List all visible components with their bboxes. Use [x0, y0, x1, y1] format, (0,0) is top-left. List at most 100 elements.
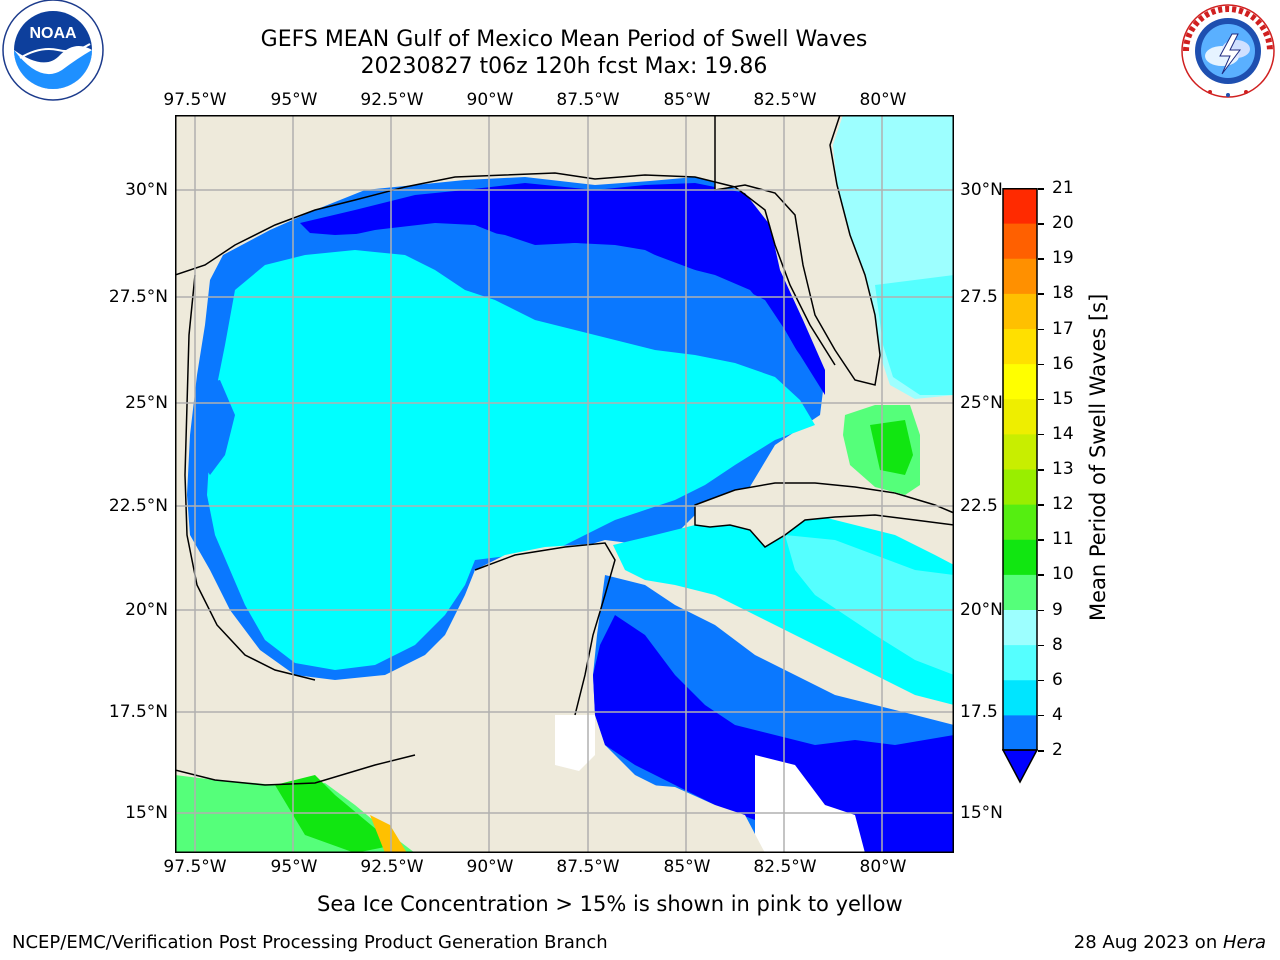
caribbean-period-2-4	[593, 615, 954, 853]
colorbar-tick-mark	[1038, 750, 1044, 752]
x-tick-bottom: 85°W	[663, 857, 711, 877]
pacific-period-16-17	[370, 815, 407, 853]
colorbar-extend-arrow	[1001, 749, 1039, 784]
colorbar-segment	[1003, 469, 1037, 505]
colorbar-segment	[1003, 363, 1037, 400]
colorbar	[1001, 188, 1039, 784]
nodata-gap	[555, 715, 595, 775]
x-tick-top: 97.5°W	[163, 90, 227, 110]
y-tick-left: 30°N	[125, 180, 168, 200]
colorbar-segment	[1003, 188, 1037, 224]
colorbar-tick-mark	[1038, 293, 1044, 295]
map-subtitle: 20230827 t06z 120h fcst Max: 19.86	[360, 54, 768, 79]
colorbar-segment	[1003, 609, 1037, 646]
colorbar-tick-mark	[1038, 504, 1044, 506]
colorbar-tick-label: 12	[1052, 494, 1074, 515]
y-tick-left: 17.5°N	[108, 702, 168, 722]
colorbar-tick-label: 16	[1052, 353, 1074, 374]
caribbean-period-8-9	[785, 535, 954, 675]
colorbar-tick-label: 19	[1052, 248, 1074, 269]
y-tick-right: 17.5	[960, 702, 998, 722]
colorbar-tick-label: 10	[1052, 564, 1074, 585]
x-tick-top: 80°W	[859, 90, 907, 110]
x-tick-top: 85°W	[663, 90, 711, 110]
y-tick-right: 25°N	[960, 393, 1003, 413]
x-tick-bottom: 90°W	[466, 857, 514, 877]
colorbar-segment	[1003, 223, 1037, 259]
colorbar-tick-mark	[1038, 679, 1044, 682]
x-tick-top: 82.5°W	[753, 90, 817, 110]
run-date-text: 28 Aug 2023 on	[1073, 932, 1223, 953]
colorbar-tick-labels: 2 4 6 8 9 10 11 12 13 14 15 16 17 18 19 20 21	[1038, 178, 1082, 770]
colorbar-tick-mark	[1038, 539, 1044, 541]
colorbar-tick-mark	[1038, 223, 1044, 225]
x-tick-bottom: 92.5°W	[360, 857, 424, 877]
colorbar-tick-label: 15	[1052, 388, 1074, 409]
colorbar-segment	[1003, 574, 1037, 610]
pacific-coastline	[175, 754, 416, 786]
northern-gulf-period-2-4	[300, 183, 825, 395]
colorbar-tick-mark	[1038, 714, 1044, 717]
colorbar-tick-label: 11	[1052, 529, 1074, 550]
x-tick-top: 87.5°W	[556, 90, 620, 110]
gulf-of-mexico-map	[175, 115, 954, 853]
northern-gulf-period-4-6	[315, 223, 805, 395]
machine-name: Hera	[1222, 932, 1266, 953]
map-gridlines	[175, 115, 954, 853]
y-tick-right: 27.5	[960, 287, 998, 307]
colorbar-segment	[1003, 293, 1037, 329]
colorbar-segment	[1003, 539, 1037, 575]
colorbar-segment	[1003, 328, 1037, 365]
colorbar-tick-mark	[1038, 469, 1044, 471]
colorbar-tick-label: 9	[1052, 599, 1063, 620]
colorbar-tick-label: 14	[1052, 423, 1074, 444]
x-tick-bottom: 82.5°W	[753, 857, 817, 877]
colorbar-tick-mark	[1038, 258, 1044, 260]
noaa-logo: NOAA	[0, 0, 106, 106]
x-tick-top: 90°W	[466, 90, 514, 110]
colorbar-tick-mark	[1038, 398, 1044, 401]
colorbar-tick-label: 17	[1052, 318, 1074, 339]
producer-credit: NCEP/EMC/Verification Post Processing Pr…	[12, 932, 608, 953]
colorbar-tick-mark	[1038, 574, 1044, 576]
central-america-land	[445, 765, 765, 853]
x-tick-bottom: 80°W	[859, 857, 907, 877]
bahamas-period-10-11	[870, 420, 913, 475]
y-tick-right: 22.5	[960, 496, 998, 516]
y-tick-left: 27.5°N	[108, 287, 168, 307]
colorbar-tick-label: 20	[1052, 213, 1074, 234]
pacific-period-10-11	[275, 775, 395, 853]
y-tick-right: 30°N	[960, 180, 1003, 200]
cuba-land	[694, 482, 954, 548]
y-tick-left: 22.5°N	[108, 496, 168, 516]
map-title: GEFS MEAN Gulf of Mexico Mean Period of …	[260, 27, 868, 52]
colorbar-segment	[1003, 714, 1037, 751]
x-tick-top: 92.5°W	[360, 90, 424, 110]
noaa-logo-text: NOAA	[29, 25, 77, 42]
colorbar-tick-mark	[1038, 188, 1044, 190]
x-tick-bottom: 87.5°W	[556, 857, 620, 877]
map-frame	[175, 115, 954, 853]
colorbar-tick-label: 2	[1052, 740, 1063, 760]
colorbar-tick-label: 6	[1052, 669, 1063, 690]
colorbar-segment	[1003, 644, 1037, 681]
colorbar-tick-mark	[1038, 644, 1044, 647]
colorbar-tick-mark	[1038, 609, 1044, 611]
yucatan-land	[175, 543, 610, 853]
colorbar-tick-label: 8	[1052, 634, 1063, 655]
y-tick-left: 20°N	[125, 600, 168, 620]
atlantic-swell-band	[875, 275, 954, 395]
x-tick-bottom: 95°W	[270, 857, 318, 877]
y-tick-right: 15°N	[960, 803, 1003, 823]
colorbar-tick-label: 21	[1052, 178, 1074, 198]
colorbar-segment	[1003, 398, 1037, 435]
colorbar-tick-label: 18	[1052, 283, 1074, 304]
sea-ice-note: Sea Ice Concentration > 15% is shown in …	[317, 892, 903, 916]
x-tick-top: 95°W	[270, 90, 318, 110]
colorbar-segment	[1003, 679, 1037, 716]
colorbar-frame	[1002, 188, 1038, 751]
x-tick-bottom: 97.5°W	[163, 857, 227, 877]
nodata-gap-south	[755, 755, 865, 853]
gulf-coastline	[175, 172, 836, 366]
florida-land	[714, 115, 881, 386]
